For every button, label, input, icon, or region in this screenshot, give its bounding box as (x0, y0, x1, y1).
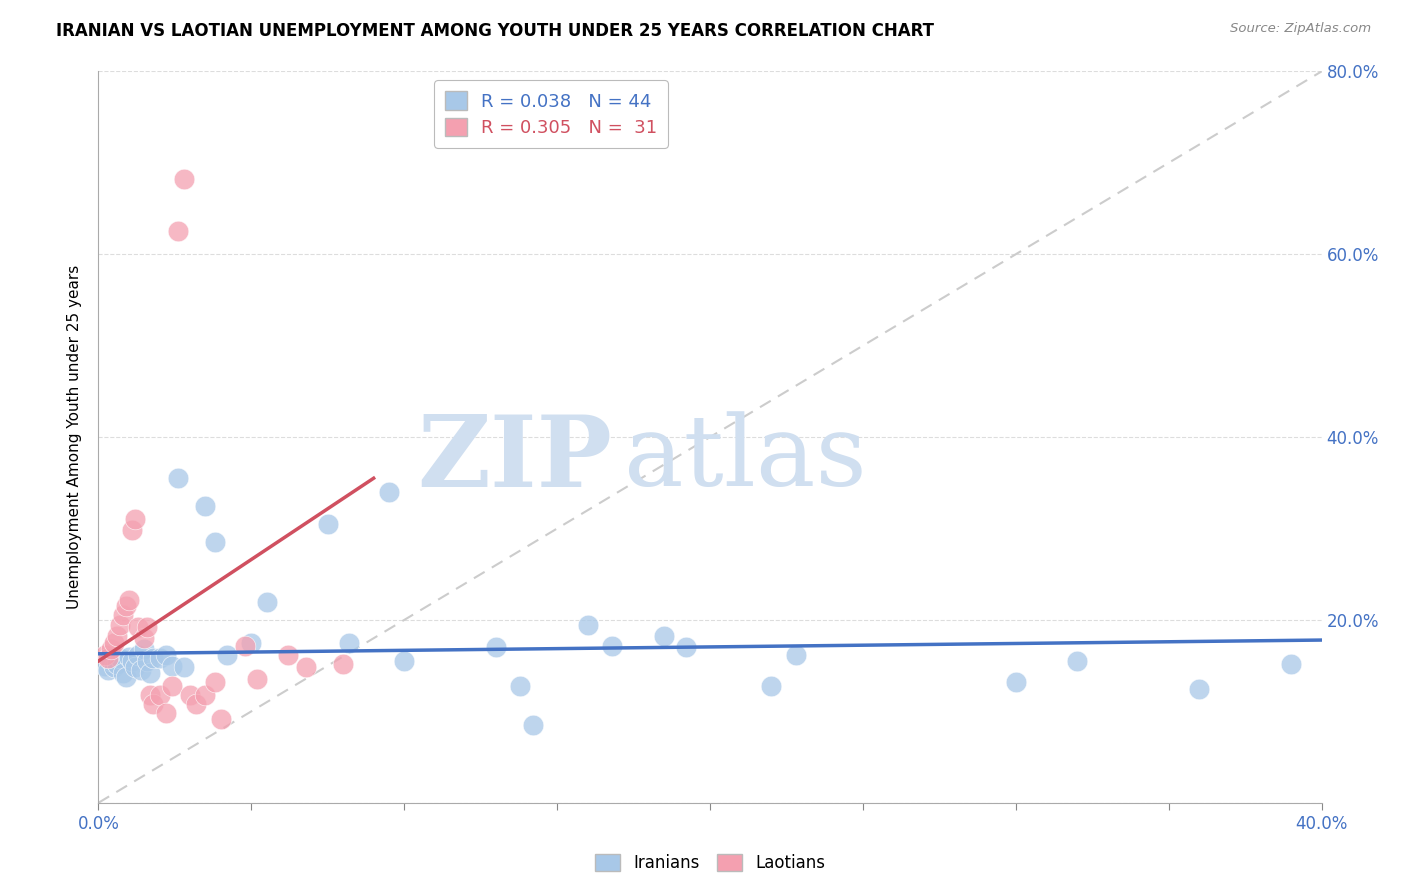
Point (127, 620, 149, 634)
Point (337, 636, 360, 650)
Point (103, 636, 125, 650)
Point (295, 660, 318, 674)
Point (121, 524, 143, 538)
Point (179, 688, 201, 702)
Point (124, 512, 146, 526)
Point (108, 617, 131, 632)
Point (240, 636, 263, 650)
Point (134, 642, 156, 657)
Point (97, 651, 120, 665)
Point (127, 648, 149, 662)
Point (194, 499, 217, 513)
Point (233, 639, 256, 653)
Point (155, 706, 177, 721)
Point (204, 535, 226, 549)
Point (139, 665, 162, 680)
Point (100, 642, 122, 657)
Point (485, 640, 508, 655)
Point (105, 657, 128, 671)
Point (576, 617, 599, 632)
Point (103, 660, 125, 674)
Point (332, 657, 354, 671)
Point (378, 485, 401, 500)
Text: ZIP: ZIP (418, 410, 612, 508)
Point (149, 688, 172, 702)
Point (142, 651, 165, 665)
Point (136, 654, 159, 668)
Point (115, 670, 138, 684)
Point (129, 663, 152, 677)
Point (675, 640, 697, 655)
Point (522, 718, 544, 732)
Point (149, 651, 172, 665)
Point (316, 516, 339, 531)
Point (139, 688, 162, 702)
Point (173, 172, 195, 186)
Legend: Iranians, Laotians: Iranians, Laotians (589, 847, 831, 879)
Text: Source: ZipAtlas.com: Source: ZipAtlas.com (1230, 22, 1371, 36)
Point (785, 648, 807, 662)
Y-axis label: Unemployment Among Youth under 25 years: Unemployment Among Youth under 25 years (67, 265, 83, 609)
Point (121, 654, 143, 668)
Text: IRANIAN VS LAOTIAN UNEMPLOYMENT AMONG YOUTH UNDER 25 YEARS CORRELATION CHART: IRANIAN VS LAOTIAN UNEMPLOYMENT AMONG YO… (56, 22, 934, 40)
Point (173, 660, 195, 674)
Point (1004, 675, 1026, 690)
Point (160, 658, 183, 673)
Point (167, 224, 190, 238)
Point (204, 675, 226, 690)
Point (167, 471, 190, 485)
Point (111, 665, 134, 680)
Point (124, 660, 146, 674)
Point (136, 620, 159, 634)
Point (93, 648, 115, 662)
Point (277, 648, 299, 662)
Point (118, 649, 141, 664)
Point (215, 648, 238, 662)
Point (100, 654, 122, 668)
Point (1188, 681, 1211, 696)
Point (759, 679, 782, 693)
Point (1066, 654, 1088, 668)
Point (118, 592, 141, 607)
Point (97, 663, 120, 677)
Point (142, 697, 165, 711)
Point (256, 594, 278, 608)
Point (209, 712, 232, 726)
Point (600, 639, 623, 653)
Point (392, 654, 416, 668)
Point (134, 632, 156, 646)
Point (509, 679, 531, 693)
Point (652, 629, 675, 643)
Point (111, 608, 134, 623)
Point (160, 679, 183, 693)
Point (105, 629, 128, 643)
Text: atlas: atlas (624, 411, 868, 507)
Point (108, 651, 131, 665)
Point (1279, 657, 1302, 671)
Point (93, 658, 115, 673)
Point (194, 688, 217, 702)
Point (115, 599, 138, 614)
Point (155, 648, 177, 662)
Point (246, 673, 269, 687)
Point (186, 697, 208, 711)
